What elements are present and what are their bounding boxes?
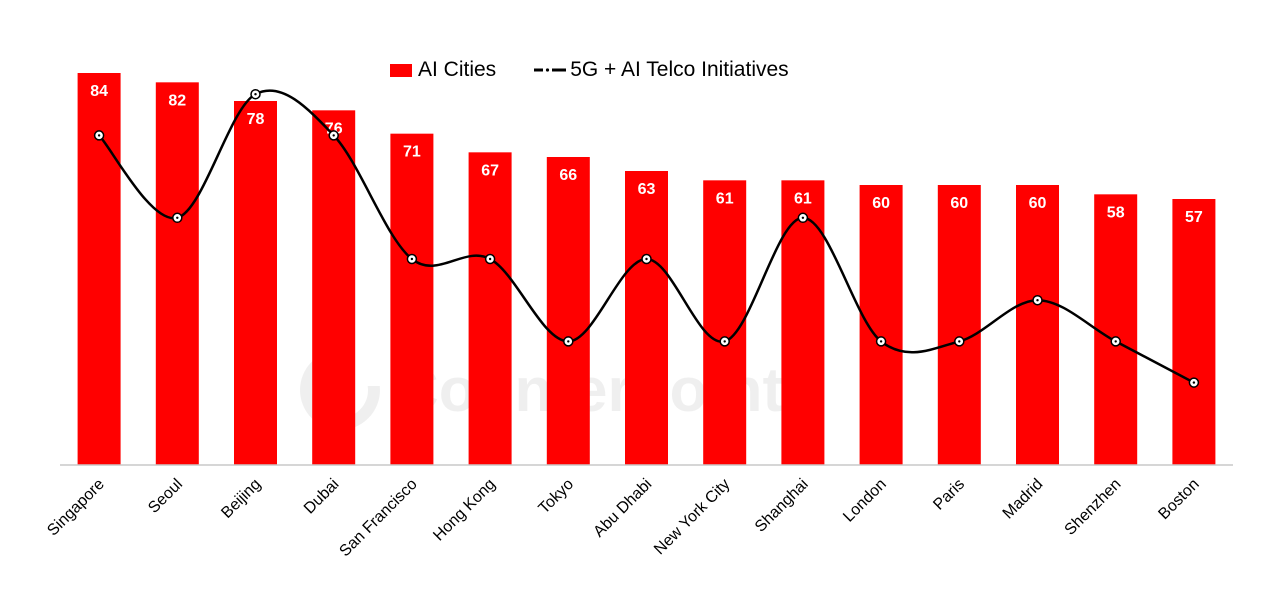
bar-value-label: 82 bbox=[168, 92, 186, 109]
line-point-dot bbox=[645, 257, 648, 261]
x-tick-label: Abu Dhabi bbox=[590, 476, 655, 541]
bar bbox=[312, 110, 356, 465]
legend-label-telco: 5G + AI Telco Initiatives bbox=[570, 58, 789, 81]
x-tick-label: Singapore bbox=[44, 476, 108, 540]
bar-value-label: 60 bbox=[1029, 195, 1047, 212]
line-point-dot bbox=[488, 257, 492, 261]
bar-value-label: 60 bbox=[950, 195, 968, 212]
line-point-dot bbox=[958, 340, 961, 343]
line-point-dot bbox=[410, 257, 414, 261]
x-tick-label: Boston bbox=[1155, 476, 1202, 523]
bar bbox=[390, 133, 434, 465]
x-tick-label: Shenzhen bbox=[1062, 476, 1125, 539]
x-tick-label: Hong Kong bbox=[430, 476, 499, 545]
series-line-telco bbox=[98, 89, 1195, 384]
bar bbox=[1094, 194, 1138, 466]
x-tick-label: Paris bbox=[930, 476, 968, 514]
x-tick-label: Dubai bbox=[301, 476, 343, 518]
x-tick-label: Seoul bbox=[145, 476, 186, 517]
bar bbox=[937, 185, 981, 465]
legend-item-telco: 5G + AI Telco Initiatives bbox=[534, 58, 789, 82]
legend-label-ai-cities: AI Cities bbox=[418, 58, 497, 81]
bar bbox=[1172, 199, 1216, 465]
line-point-dot bbox=[879, 340, 883, 343]
x-tick-label: Shanghai bbox=[752, 476, 812, 536]
legend-swatch-line bbox=[534, 68, 567, 72]
x-tick-label: Madrid bbox=[1000, 476, 1047, 523]
x-tick-label: London bbox=[840, 476, 890, 526]
bar-value-label: 71 bbox=[403, 144, 421, 161]
bar bbox=[546, 157, 590, 465]
bar bbox=[234, 101, 277, 465]
bar bbox=[468, 152, 512, 466]
bar bbox=[625, 171, 668, 465]
line-point-dot bbox=[801, 216, 805, 219]
line-point-dot bbox=[254, 93, 257, 96]
bar-value-label: 58 bbox=[1107, 204, 1125, 221]
bar bbox=[1016, 185, 1059, 465]
bar-value-label: 61 bbox=[794, 190, 812, 207]
x-tick-label: New York City bbox=[651, 476, 733, 558]
bar bbox=[155, 82, 199, 465]
bar bbox=[859, 185, 903, 465]
bar-value-label: 57 bbox=[1185, 209, 1203, 226]
x-tick-label: Beijing bbox=[218, 476, 264, 522]
bar-value-label: 63 bbox=[638, 181, 656, 198]
line-point-dot bbox=[176, 216, 179, 219]
bar-value-label: 61 bbox=[716, 190, 734, 207]
legend-swatch-bar bbox=[390, 63, 412, 77]
chart-legend: AI Cities 5G + AI Telco Initiatives bbox=[390, 58, 827, 82]
x-tick-label: Tokyo bbox=[536, 476, 578, 518]
line-point-dot bbox=[1192, 381, 1196, 384]
line-point-dot bbox=[1036, 299, 1039, 302]
bar bbox=[703, 180, 747, 466]
bar-value-label: 66 bbox=[559, 167, 577, 184]
bar-value-label: 84 bbox=[90, 83, 108, 100]
line-point-dot bbox=[567, 340, 570, 343]
bar-value-label: 78 bbox=[247, 111, 265, 128]
bar-value-label: 67 bbox=[481, 162, 499, 179]
legend-item-ai-cities: AI Cities bbox=[390, 58, 496, 82]
x-tick-label: San Francisco bbox=[336, 476, 420, 560]
line-point-dot bbox=[1114, 340, 1117, 343]
line-point-dot bbox=[332, 134, 335, 137]
line-point-dot bbox=[97, 134, 101, 137]
bar-value-label: 60 bbox=[872, 195, 890, 212]
line-point-dot bbox=[723, 340, 726, 343]
